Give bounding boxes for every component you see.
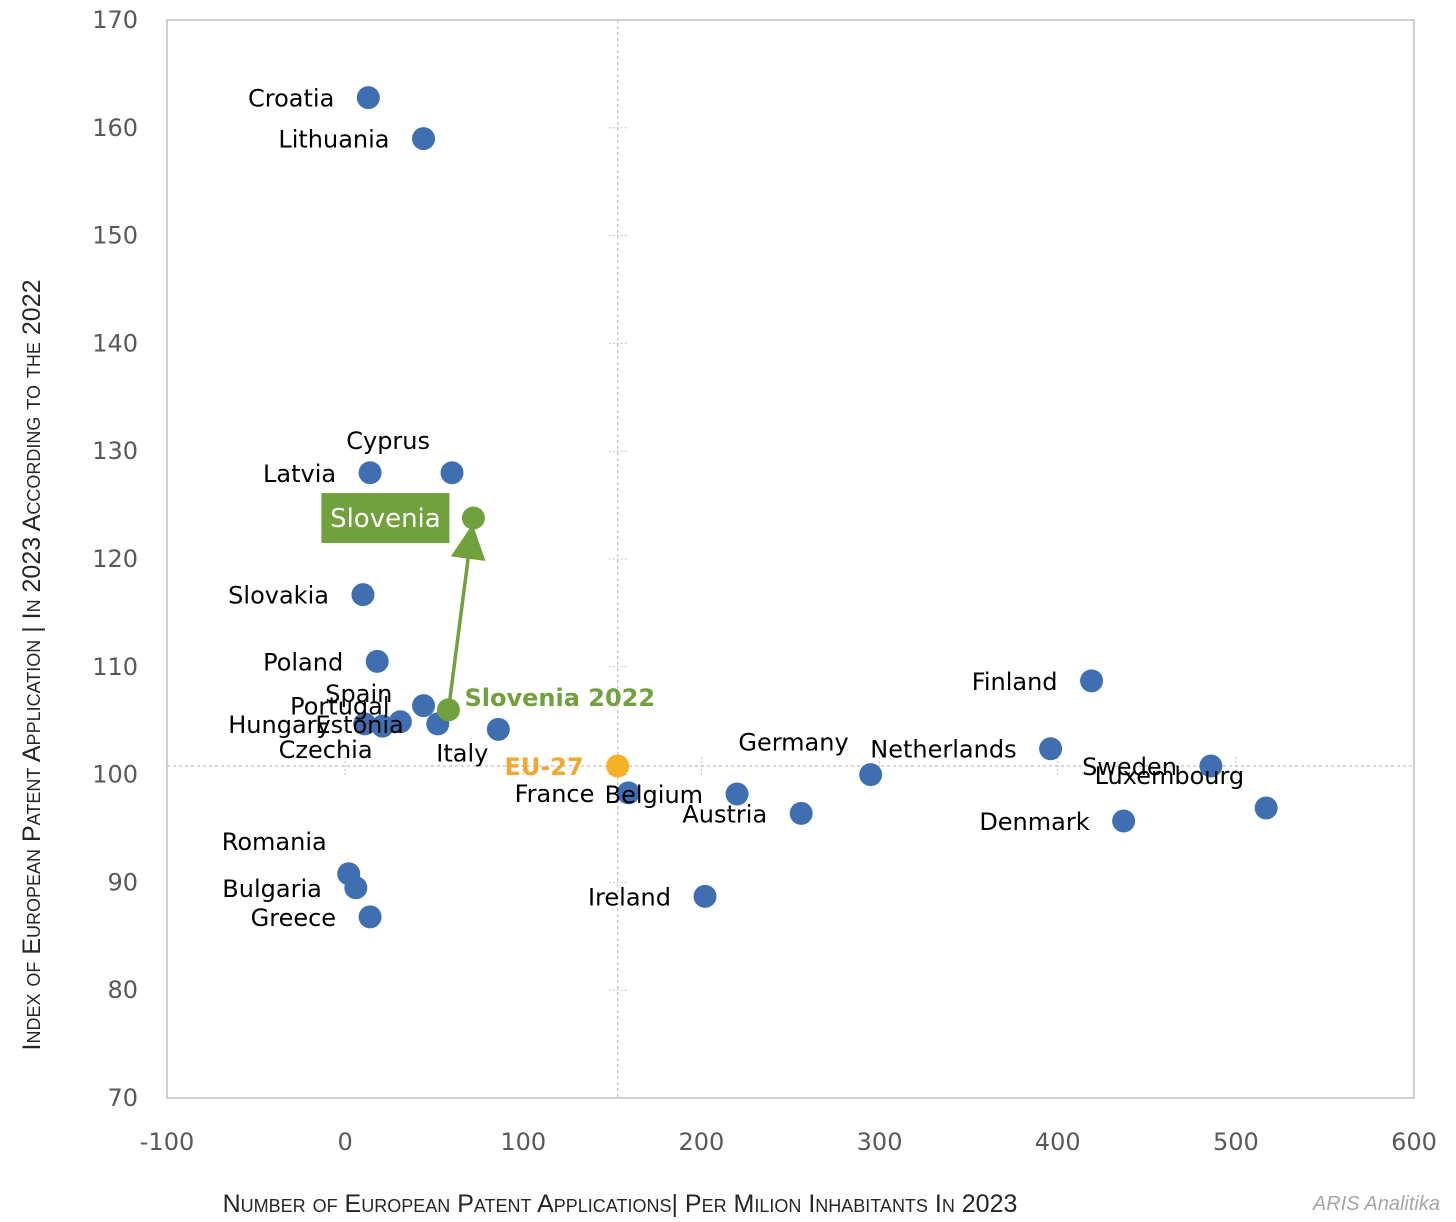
point-netherlands — [1039, 737, 1063, 761]
point-denmark — [1112, 809, 1136, 833]
label-slovakia: Slovakia — [228, 582, 329, 610]
point-slovenia — [461, 506, 485, 530]
y-axis-ticks: 70 80 90 100 110 120 130 140 150 160 170 — [92, 6, 138, 1112]
label-czechia: Czechia — [279, 736, 373, 764]
point-germany — [859, 763, 883, 787]
x-tick-label: 0 — [338, 1128, 353, 1156]
label-netherlands: Netherlands — [870, 736, 1016, 764]
point-slovenia-2022 — [436, 698, 460, 722]
label-slovenia: Slovenia — [330, 504, 441, 534]
y-axis-title: Index of European Patent Application | I… — [18, 279, 46, 1050]
slovenia-label-box — [321, 493, 450, 544]
point-croatia — [356, 86, 380, 110]
point-hungary — [353, 712, 377, 736]
point-austria — [789, 801, 813, 825]
x-tick-label: 400 — [1035, 1128, 1081, 1156]
data-points — [337, 86, 1278, 929]
y-tick-label: 100 — [92, 761, 138, 789]
point-latvia — [358, 461, 382, 485]
label-greece: Greece — [251, 904, 336, 932]
point-france — [616, 781, 640, 805]
point-sweden — [1199, 754, 1223, 778]
y-tick-label: 140 — [92, 329, 138, 357]
x-tick-label: 200 — [679, 1128, 725, 1156]
x-tick-label: 500 — [1213, 1128, 1259, 1156]
x-axis-title: Number of European Patent Applications| … — [223, 1190, 1018, 1218]
x-tick-label: -100 — [140, 1128, 194, 1156]
point-greece — [358, 905, 382, 929]
label-luxembourg: Luxembourg — [1095, 762, 1245, 790]
label-ireland: Ireland — [588, 883, 671, 911]
point-bulgaria — [344, 876, 368, 900]
y-tick-label: 120 — [92, 545, 138, 573]
point-luxembourg — [1254, 796, 1278, 820]
point-czechia — [371, 714, 395, 738]
label-france: France — [515, 780, 595, 808]
x-tick-label: 600 — [1391, 1128, 1437, 1156]
y-tick-label: 90 — [107, 868, 138, 896]
label-germany: Germany — [738, 729, 848, 757]
point-spain — [388, 710, 412, 734]
point-eu-27 — [606, 754, 630, 778]
label-belgium: Belgium — [605, 781, 703, 809]
point-poland — [365, 649, 389, 673]
label-croatia: Croatia — [248, 85, 334, 113]
data-labels: Croatia Lithuania Latvia Cyprus Slovenia Slov… — [222, 85, 1244, 932]
label-spain: Spain — [325, 680, 392, 708]
label-slovenia-2022: Slovenia 2022 — [464, 684, 655, 712]
y-tick-label: 80 — [107, 976, 138, 1004]
point-ireland — [693, 884, 717, 908]
y-tick-label: 70 — [107, 1084, 138, 1112]
label-poland: Poland — [263, 648, 343, 676]
point-cyprus — [440, 461, 464, 485]
plot-area — [166, 19, 1415, 1099]
label-austria: Austria — [682, 800, 767, 828]
y-tick-label: 170 — [92, 6, 138, 34]
point-italy — [486, 717, 510, 741]
credit-label: ARIS Analitika — [1312, 1193, 1440, 1215]
label-finland: Finland — [972, 668, 1058, 696]
change-arrow — [446, 523, 486, 711]
y-tick-label: 110 — [92, 653, 138, 681]
point-portugal — [412, 694, 436, 718]
label-portugal: Portugal — [290, 693, 389, 721]
y-tick-label: 160 — [92, 114, 138, 142]
label-cyprus: Cyprus — [346, 427, 430, 455]
label-hungary: Hungary — [228, 711, 330, 739]
point-lithuania — [412, 127, 436, 151]
label-bulgaria: Bulgaria — [222, 875, 322, 903]
label-denmark: Denmark — [979, 808, 1089, 836]
x-tick-label: 300 — [857, 1128, 903, 1156]
point-belgium — [725, 782, 749, 806]
label-italy: Italy — [436, 739, 488, 767]
x-axis-ticks: -100 0 100 200 300 400 500 600 — [140, 1128, 1437, 1156]
y-tick-label: 150 — [92, 222, 138, 250]
y-tick-label: 130 — [92, 437, 138, 465]
label-romania: Romania — [222, 828, 327, 856]
label-sweden: Sweden — [1082, 753, 1177, 781]
point-finland — [1080, 669, 1104, 693]
change-arrow-layer — [446, 523, 486, 711]
point-slovakia — [351, 583, 375, 607]
label-estonia: Estonia — [315, 711, 403, 739]
label-eu-27: EU-27 — [504, 753, 583, 781]
label-lithuania: Lithuania — [278, 126, 389, 154]
label-latvia: Latvia — [263, 460, 336, 488]
x-tick-label: 100 — [500, 1128, 546, 1156]
